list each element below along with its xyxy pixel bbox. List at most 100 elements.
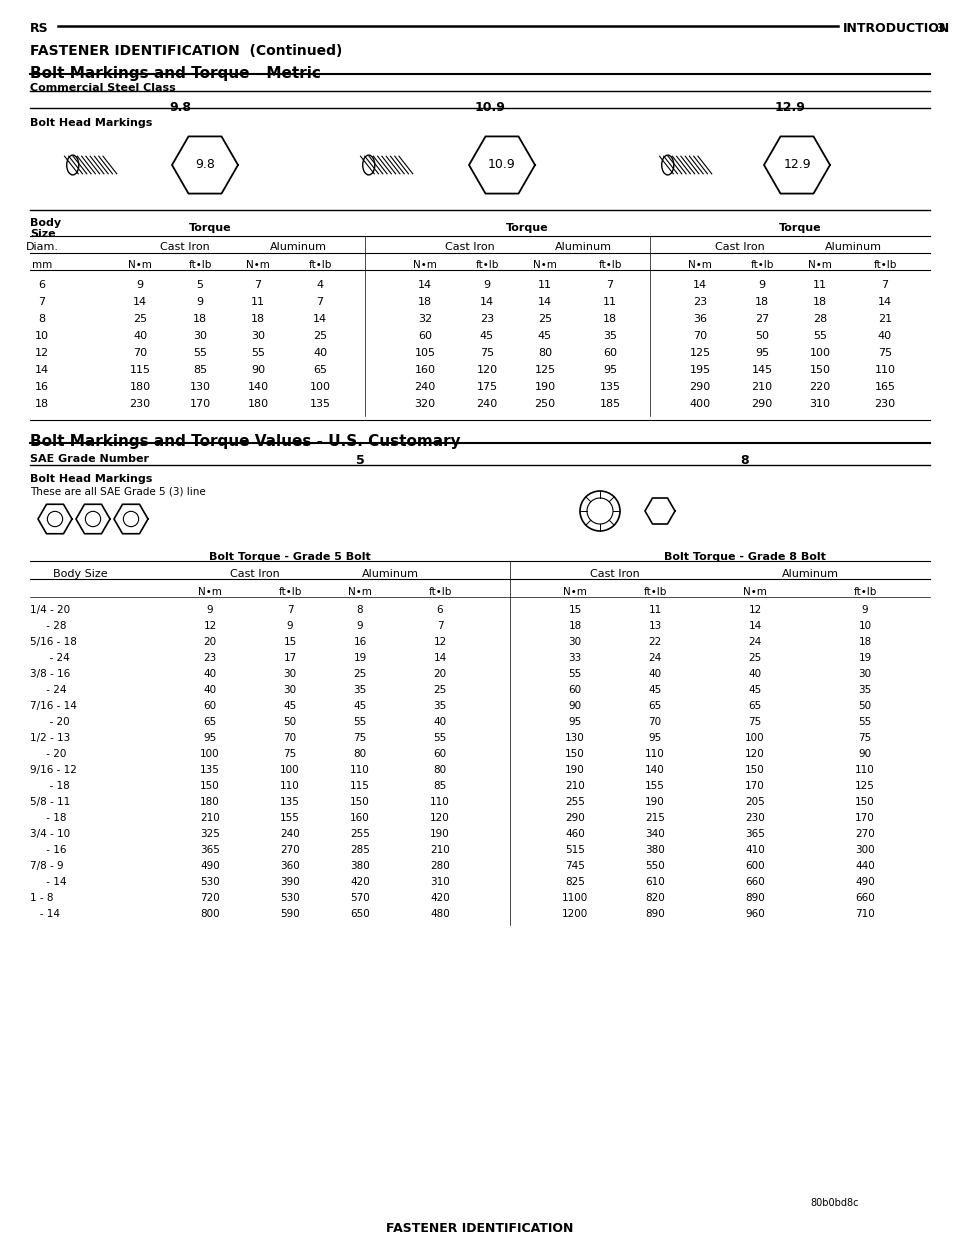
Text: 155: 155 [280,814,300,823]
Text: Cast Iron: Cast Iron [590,569,640,579]
Text: 8: 8 [38,314,45,324]
Text: 4: 4 [317,279,324,289]
Text: 11: 11 [813,279,827,289]
Text: 24: 24 [749,637,761,647]
Text: 14: 14 [480,297,494,307]
Text: These are all SAE Grade 5 (3) line: These are all SAE Grade 5 (3) line [30,487,205,497]
Text: N•m: N•m [128,260,152,270]
Text: 1 - 8: 1 - 8 [30,893,54,903]
Text: Torque: Torque [506,224,548,233]
Text: 100: 100 [809,348,830,358]
Text: 230: 230 [745,814,765,823]
Text: 380: 380 [350,861,370,871]
Text: 18: 18 [755,297,769,307]
Text: 590: 590 [280,909,300,919]
Text: 12: 12 [35,348,49,358]
Text: 75: 75 [480,348,494,358]
Text: 45: 45 [749,686,761,696]
Text: 5: 5 [197,279,204,289]
Text: 3: 3 [936,22,945,35]
Text: 45: 45 [353,700,367,710]
Text: 18: 18 [603,314,617,324]
Text: Cast Iron: Cast Iron [715,242,765,252]
Text: 6: 6 [437,605,444,615]
Text: Cast Iron: Cast Iron [445,242,494,252]
Text: 70: 70 [693,332,708,342]
Text: 16: 16 [35,383,49,392]
Text: 155: 155 [645,781,665,791]
Text: 25: 25 [433,686,446,696]
Text: 530: 530 [200,877,220,887]
Text: - 14: - 14 [30,877,66,887]
Text: 360: 360 [280,861,300,871]
Text: 115: 115 [130,365,151,375]
Text: 27: 27 [755,314,769,324]
Text: 190: 190 [645,797,665,807]
Text: 1100: 1100 [562,893,588,903]
Text: 65: 65 [648,700,661,710]
Text: 14: 14 [693,279,708,289]
Text: ft•lb: ft•lb [428,587,452,597]
Text: 18: 18 [813,297,828,307]
Text: 1/2 - 13: 1/2 - 13 [30,733,70,743]
Text: 820: 820 [645,893,665,903]
Text: 14: 14 [538,297,552,307]
Text: Cast Iron: Cast Iron [160,242,210,252]
Text: - 24: - 24 [30,653,70,663]
Text: 45: 45 [480,332,494,342]
Text: 40: 40 [132,332,147,342]
Text: 255: 255 [350,828,370,840]
Text: 110: 110 [645,749,665,759]
Text: Bolt Torque - Grade 5 Bolt: Bolt Torque - Grade 5 Bolt [209,551,371,561]
Text: - 20: - 20 [30,717,70,727]
Text: 890: 890 [645,909,665,919]
Text: 70: 70 [132,348,147,358]
Text: 420: 420 [350,877,370,887]
Text: 1200: 1200 [562,909,588,919]
Text: 310: 310 [809,399,830,409]
Circle shape [580,491,620,532]
Text: 390: 390 [280,877,300,887]
Text: 130: 130 [189,383,210,392]
Text: 11: 11 [648,605,661,615]
Text: Bolt Head Markings: Bolt Head Markings [30,474,153,484]
Text: 18: 18 [858,637,872,647]
Text: 35: 35 [858,686,872,696]
Text: 12: 12 [433,637,446,647]
Text: 80: 80 [538,348,552,358]
Text: 960: 960 [745,909,765,919]
Text: 660: 660 [855,893,875,903]
Text: 7/8 - 9: 7/8 - 9 [30,861,63,871]
Text: 9: 9 [136,279,144,289]
Text: 890: 890 [745,893,765,903]
Text: 650: 650 [350,909,370,919]
Text: 3/8 - 16: 3/8 - 16 [30,669,70,679]
Text: 100: 100 [745,733,765,743]
Text: 825: 825 [565,877,585,887]
Text: Diam.: Diam. [26,242,59,252]
Text: - 20: - 20 [30,749,66,759]
Text: 5/8 - 11: 5/8 - 11 [30,797,70,807]
Text: 320: 320 [415,399,436,409]
Text: 95: 95 [648,733,661,743]
Text: 170: 170 [189,399,210,409]
Text: 25: 25 [313,332,327,342]
Text: 18: 18 [568,621,582,631]
Text: Torque: Torque [779,224,822,233]
Text: 230: 230 [130,399,151,409]
Text: 23: 23 [693,297,708,307]
Text: 195: 195 [689,365,710,375]
Text: 110: 110 [350,765,370,775]
Text: 190: 190 [565,765,585,775]
Text: 290: 290 [752,399,773,409]
Text: 9: 9 [206,605,213,615]
Text: 190: 190 [430,828,450,840]
Text: 210: 210 [200,814,220,823]
Text: 30: 30 [251,332,265,342]
Text: 32: 32 [418,314,432,324]
Text: 600: 600 [745,861,765,871]
Text: 14: 14 [418,279,432,289]
Text: 16: 16 [353,637,367,647]
Text: 210: 210 [752,383,773,392]
Text: 40: 40 [204,669,217,679]
